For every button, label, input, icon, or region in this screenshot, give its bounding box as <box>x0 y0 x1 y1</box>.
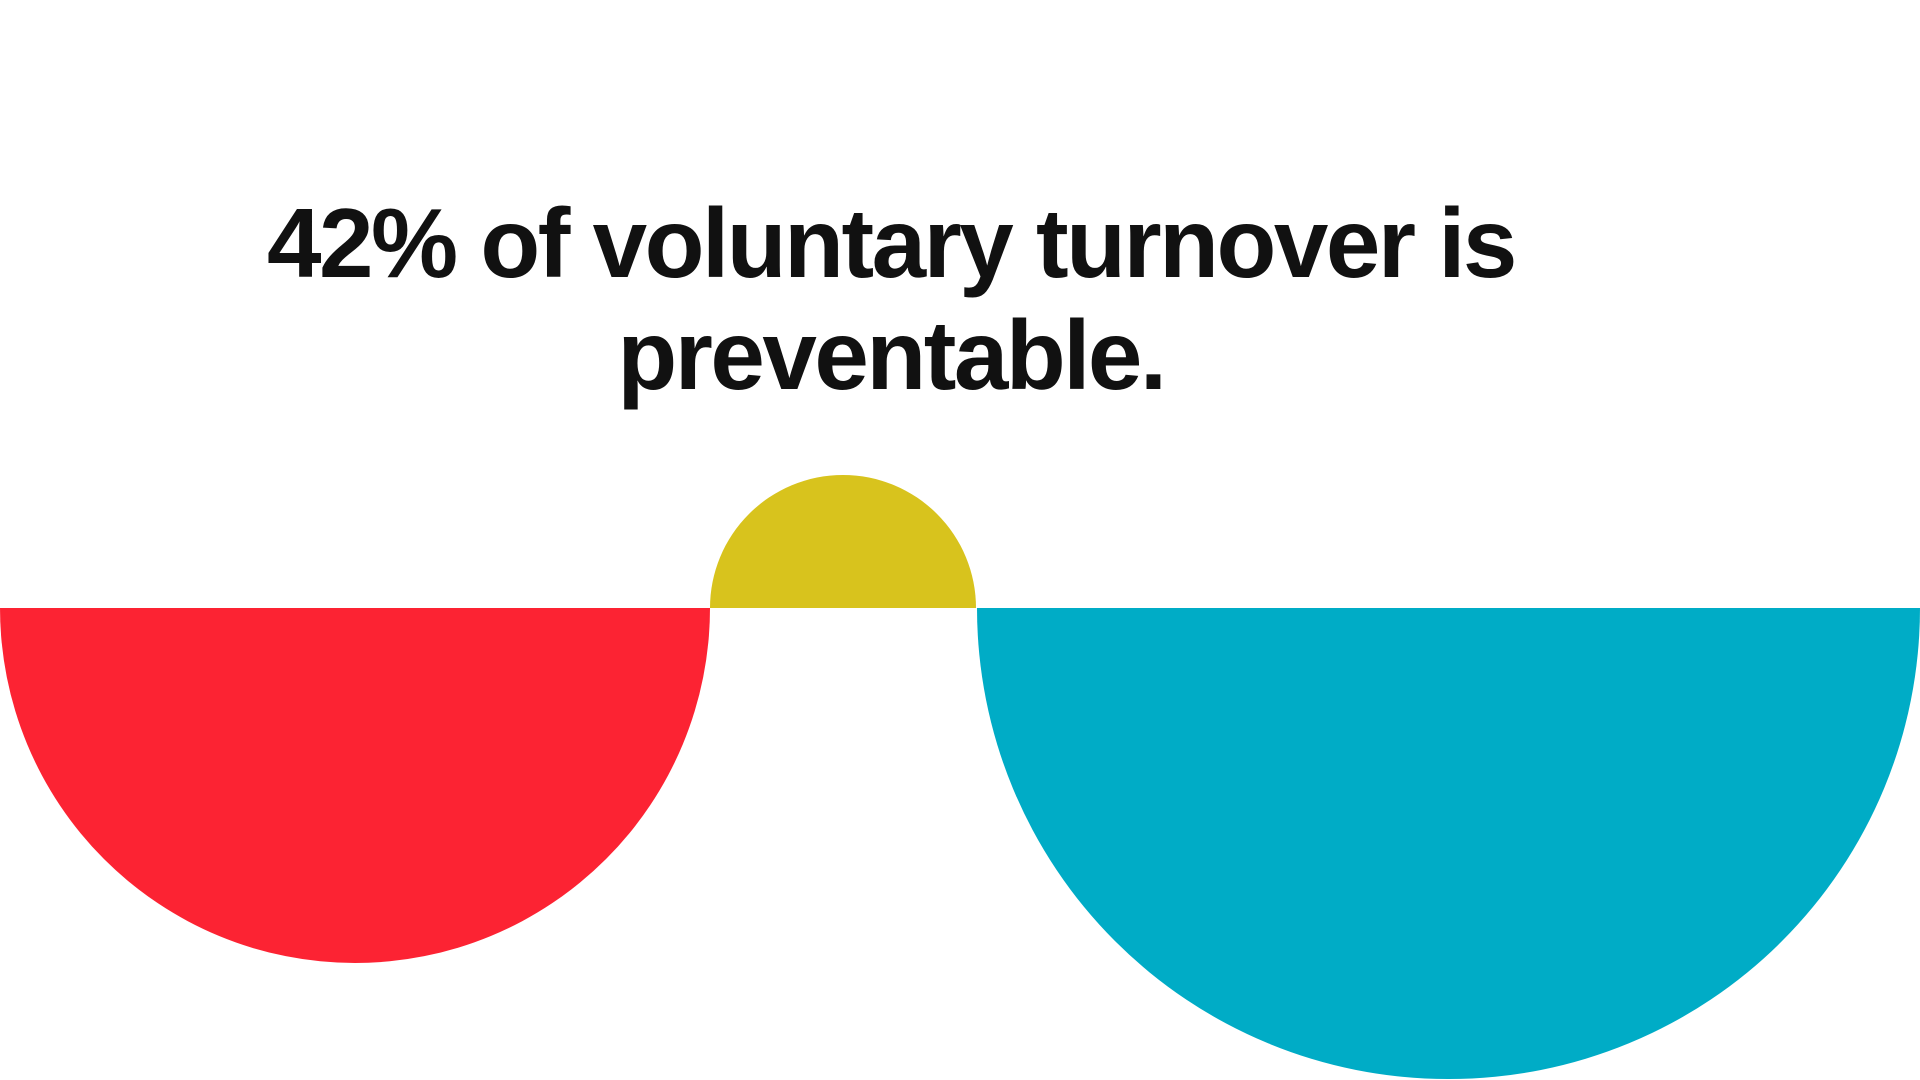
red-half-disc <box>0 608 710 963</box>
yellow-half-disc <box>710 475 976 608</box>
headline: 42% of voluntary turnover is preventable… <box>0 187 1782 411</box>
teal-half-disc <box>977 608 1920 1079</box>
headline-line-1: 42% of voluntary turnover is <box>267 188 1517 298</box>
headline-line-2: preventable. <box>617 300 1167 410</box>
